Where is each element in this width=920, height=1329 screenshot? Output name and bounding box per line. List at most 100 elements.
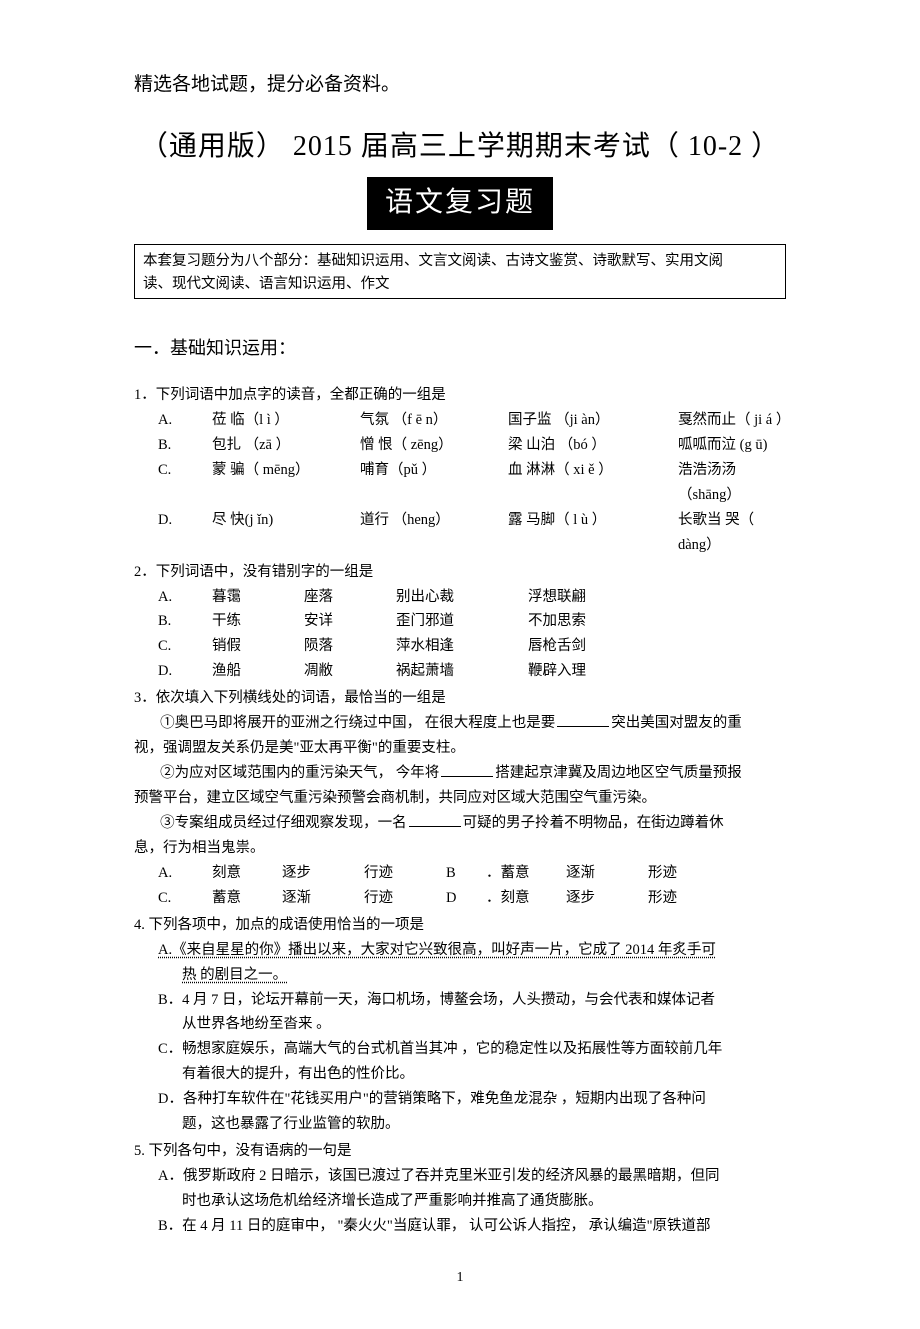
opt-label: D. [158,508,212,558]
opt-cell: 安详 [304,609,396,634]
opt-label: A. [158,408,212,433]
top-note: 精选各地试题，提分必备资料。 [134,70,786,99]
info-line: 本套复习题分为八个部分：基础知识运用、文言文阅读、古诗文鉴赏、诗歌默写、实用文阅 [143,250,777,272]
opt-cell: 气氛 （f ē n） [360,408,508,433]
opt-cell: 浮想联翩 [528,585,786,610]
q1-row-d: D. 尽 快(j ǐn) 道行 （heng） 露 马脚（ l ù ） 长歌当 哭… [134,508,786,558]
q3-stem: 3．依次填入下列横线处的词语，最恰当的一组是 [134,686,786,711]
q3-p3c: 息，行为相当鬼祟。 [134,836,786,861]
opt-label: C. [158,458,212,508]
q3-row-1: A. 刻意 逐步 行迹 B ．蓄意 逐渐 形迹 [134,861,786,886]
opt-cell: 逐渐 [566,861,648,886]
q1-row-c: C. 蒙 骗（ mēng） 哺育（pǔ ） 血 淋淋（ xi ě ） 浩浩汤汤 … [134,458,786,508]
section-heading: 一．基础知识运用： [134,335,786,363]
opt-label: A. [158,861,212,886]
q4-d2: 题，这也暴露了行业监管的软肋。 [134,1112,786,1137]
opt-cell: 销假 [212,634,304,659]
opt-cell: 露 马脚（ l ù ） [508,508,678,558]
opt-cell: 座落 [304,585,396,610]
info-line: 读、现代文阅读、语言知识运用、作文 [143,273,777,295]
fill-blank [441,776,493,777]
question-5: 5. 下列各句中，没有语病的一句是 A．俄罗斯政府 2 日暗示，该国已渡过了吞并… [134,1139,786,1239]
opt-cell: B [446,861,486,886]
q1-stem: 1．下列词语中加点字的读音，全都正确的一组是 [134,383,786,408]
q3-p3: ③专案组成员经过仔细观察发现，一名 可疑的男子拎着不明物品，在街边蹲着休 [134,811,786,836]
opt-cell: 血 淋淋（ xi ě ） [508,458,678,508]
info-box: 本套复习题分为八个部分：基础知识运用、文言文阅读、古诗文鉴赏、诗歌默写、实用文阅… [134,244,786,299]
opt-cell: 暮霭 [212,585,304,610]
fill-blank [409,826,461,827]
q3-p2: ②为应对区域范围内的重污染天气， 今年将 搭建起京津冀及周边地区空气质量预报 [134,761,786,786]
opt-cell: 别出心裁 [396,585,528,610]
opt-cell: 蓄意 [212,886,282,911]
q3-p2c: 预警平台，建立区域空气重污染预警会商机制，共同应对区域大范围空气重污染。 [134,786,786,811]
opt-text: 热 的剧目之一。 [182,967,287,983]
q1-row-a: A. 莅 临（l ì ） 气氛 （f ē n） 国子监 （ji àn） 戛然而止… [134,408,786,433]
opt-text: A.《来自星星的你》播出以来，大家对它兴致很高，叫好声一片，它成了 2014 年… [158,942,716,958]
opt-cell: 蒙 骗（ mēng） [212,458,360,508]
q4-stem: 4. 下列各项中，加点的成语使用恰当的一项是 [134,913,786,938]
opt-cell: 歪门邪道 [396,609,528,634]
opt-cell: 祸起萧墙 [396,659,528,684]
text-frag: ①奥巴马即将展开的亚洲之行绕过中国， 在很大程度上也是要 [160,715,555,731]
opt-cell: 国子监 （ji àn） [508,408,678,433]
question-3: 3．依次填入下列横线处的词语，最恰当的一组是 ①奥巴马即将展开的亚洲之行绕过中国… [134,686,786,910]
q4-c1: C．畅想家庭娱乐，高端大气的台式机首当其冲 ，它的稳定性以及拓展性等方面较前几年 [134,1037,786,1062]
opt-cell: 梁 山泊 （bó ） [508,433,678,458]
q4-b2: 从世界各地纷至沓来 。 [134,1012,786,1037]
opt-cell: 鞭辟入理 [528,659,786,684]
opt-label: A. [158,585,212,610]
subtitle-box: 语文复习题 [367,177,553,230]
opt-cell: 行迹 [364,861,446,886]
opt-cell: 刻意 [212,861,282,886]
opt-cell: 唇枪舌剑 [528,634,786,659]
text-frag: ③专案组成员经过仔细观察发现，一名 [160,815,407,831]
opt-label: D. [158,659,212,684]
fill-blank [557,726,609,727]
q2-row-c: C. 销假 陨落 萍水相逢 唇枪舌剑 [134,634,786,659]
q4-b1: B．4 月 7 日，论坛开幕前一天，海口机场，博鳌会场，人头攒动，与会代表和媒体… [134,988,786,1013]
opt-cell: 道行 （heng） [360,508,508,558]
opt-cell: 不加思索 [528,609,786,634]
opt-cell: 呱呱而泣 (g ū) [678,433,786,458]
opt-cell: 凋敝 [304,659,396,684]
q3-row-2: C. 蓄意 逐渐 行迹 D ．刻意 逐步 形迹 [134,886,786,911]
opt-cell: 戛然而止（ ji á ） [678,408,786,433]
opt-cell: 渔船 [212,659,304,684]
document-page: 精选各地试题，提分必备资料。 （通用版） 2015 届高三上学期期末考试（ 10… [0,0,920,1329]
q2-stem: 2．下列词语中，没有错别字的一组是 [134,560,786,585]
opt-cell: 尽 快(j ǐn) [212,508,360,558]
q4-d1: D．各种打车软件在"花钱买用户"的营销策略下，难免鱼龙混杂 ，短期内出现了各种问 [134,1087,786,1112]
opt-cell: ．刻意 [486,886,566,911]
q5-a2: 时也承认这场危机给经济增长造成了严重影响并推高了通货膨胀。 [134,1189,786,1214]
text-frag: 可疑的男子拎着不明物品，在街边蹲着休 [463,815,724,831]
opt-cell: 逐步 [566,886,648,911]
q4-c2: 有着很大的提升，有出色的性价比。 [134,1062,786,1087]
q4-a1: A.《来自星星的你》播出以来，大家对它兴致很高，叫好声一片，它成了 2014 年… [134,938,786,963]
opt-cell: 行迹 [364,886,446,911]
question-2: 2．下列词语中，没有错别字的一组是 A. 暮霭 座落 别出心裁 浮想联翩 B. … [134,560,786,685]
opt-cell: 逐步 [282,861,364,886]
opt-cell: 莅 临（l ì ） [212,408,360,433]
q5-stem: 5. 下列各句中，没有语病的一句是 [134,1139,786,1164]
opt-label: C. [158,634,212,659]
opt-cell: 浩浩汤汤 （shāng） [678,458,786,508]
opt-label: B. [158,433,212,458]
opt-cell: 形迹 [648,886,786,911]
q2-row-a: A. 暮霭 座落 别出心裁 浮想联翩 [134,585,786,610]
q3-p1c: 视，强调盟友关系仍是美"亚太再平衡"的重要支柱。 [134,736,786,761]
q2-row-b: B. 干练 安详 歪门邪道 不加思索 [134,609,786,634]
opt-cell: 长歌当 哭（ dàng） [678,508,786,558]
opt-cell: 陨落 [304,634,396,659]
text-frag: 搭建起京津冀及周边地区空气质量预报 [495,765,742,781]
opt-label: B. [158,609,212,634]
q3-p1: ①奥巴马即将展开的亚洲之行绕过中国， 在很大程度上也是要突出美国对盟友的重 [134,711,786,736]
opt-cell: D [446,886,486,911]
opt-text: C．畅想家庭娱乐，高端大气的台式机首当其冲 ，它的稳定性以及拓展性等方面较前几年 [158,1041,722,1057]
question-4: 4. 下列各项中，加点的成语使用恰当的一项是 A.《来自星星的你》播出以来，大家… [134,913,786,1137]
q2-row-d: D. 渔船 凋敝 祸起萧墙 鞭辟入理 [134,659,786,684]
opt-cell: 哺育（pǔ ） [360,458,508,508]
text-frag: ②为应对区域范围内的重污染天气， 今年将 [160,765,439,781]
subtitle-wrap: 语文复习题 [134,177,786,238]
opt-cell: 萍水相逢 [396,634,528,659]
